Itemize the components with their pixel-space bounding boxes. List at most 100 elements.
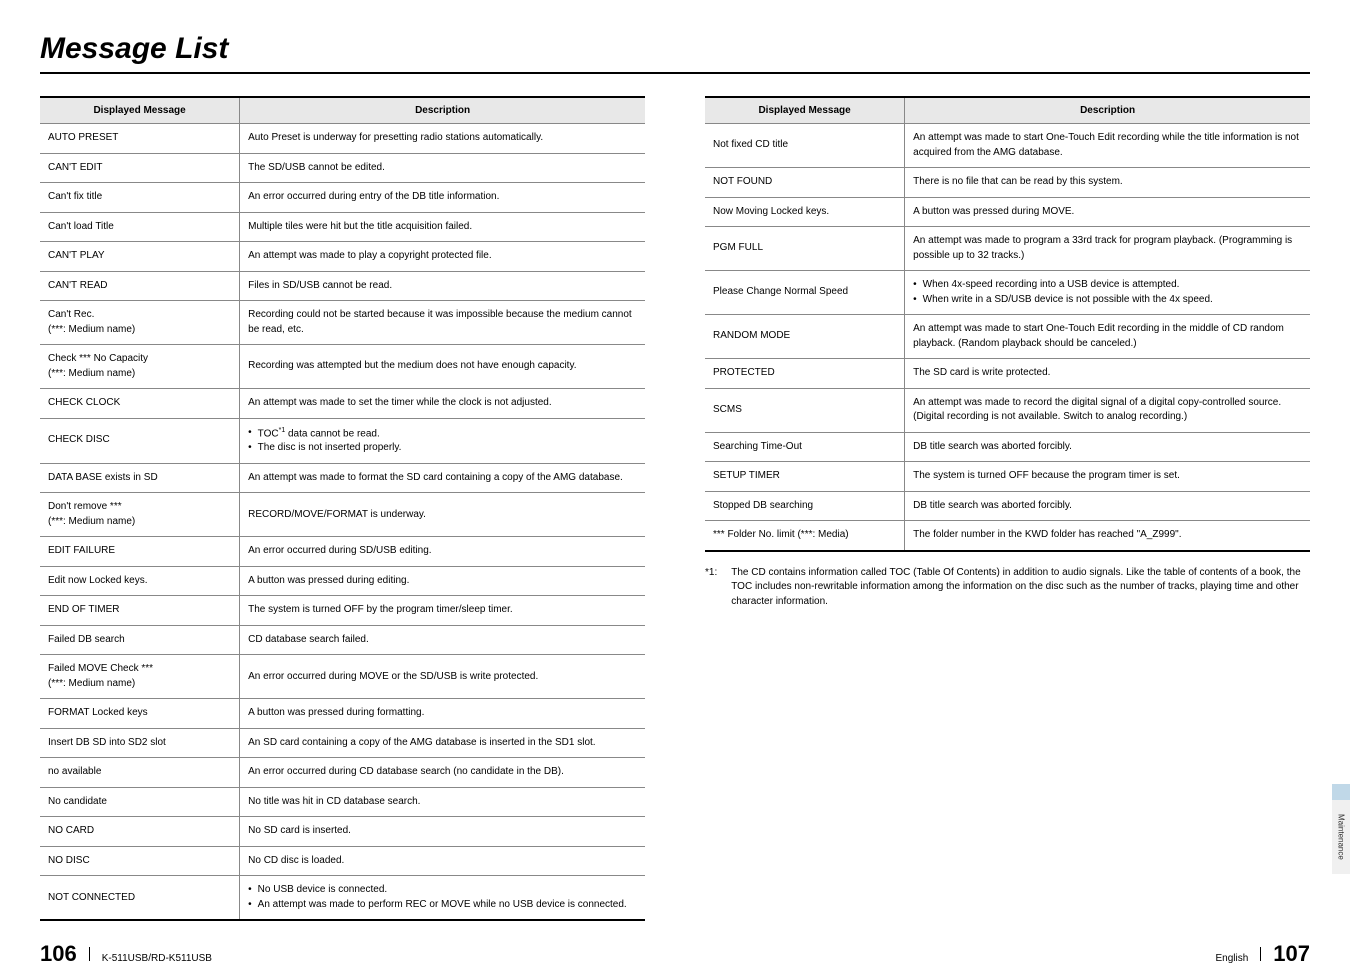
table-row: SETUP TIMERThe system is turned OFF beca… — [705, 462, 1310, 492]
table-row: AUTO PRESETAuto Preset is underway for p… — [40, 124, 645, 154]
col-header-message: Displayed Message — [705, 97, 905, 124]
footnote-text: The CD contains information called TOC (… — [731, 566, 1310, 610]
table-row: EDIT FAILUREAn error occurred during SD/… — [40, 537, 645, 567]
description-cell: An error occurred during SD/USB editing. — [240, 537, 645, 567]
table-row: Please Change Normal SpeedWhen 4x-speed … — [705, 271, 1310, 315]
message-cell: CHECK CLOCK — [40, 389, 240, 419]
description-cell: An attempt was made to set the timer whi… — [240, 389, 645, 419]
message-cell: Not fixed CD title — [705, 124, 905, 168]
description-cell: Files in SD/USB cannot be read. — [240, 271, 645, 301]
message-cell: NO CARD — [40, 817, 240, 847]
description-cell: DB title search was aborted forcibly. — [905, 432, 1310, 462]
description-cell: A button was pressed during formatting. — [240, 699, 645, 729]
table-row: SCMSAn attempt was made to record the di… — [705, 388, 1310, 432]
description-cell: When 4x-speed recording into a USB devic… — [905, 271, 1310, 315]
table-row: Can't load TitleMultiple tiles were hit … — [40, 212, 645, 242]
message-cell: FORMAT Locked keys — [40, 699, 240, 729]
table-row: Can't Rec.(***: Medium name)Recording co… — [40, 301, 645, 345]
description-cell: There is no file that can be read by thi… — [905, 168, 1310, 198]
description-cell: The system is turned OFF by the program … — [240, 596, 645, 626]
description-cell: An attempt was made to start One-Touch E… — [905, 124, 1310, 168]
table-row: Don't remove ***(***: Medium name)RECORD… — [40, 493, 645, 537]
table-row: CAN'T EDITThe SD/USB cannot be edited. — [40, 153, 645, 183]
description-cell: An SD card containing a copy of the AMG … — [240, 728, 645, 758]
description-cell: An attempt was made to record the digita… — [905, 388, 1310, 432]
table-row: Failed DB searchCD database search faile… — [40, 625, 645, 655]
description-cell: Auto Preset is underway for presetting r… — [240, 124, 645, 154]
right-column: Displayed Message Description Not fixed … — [705, 96, 1310, 921]
table-row: PROTECTEDThe SD card is write protected. — [705, 359, 1310, 389]
table-row: Now Moving Locked keys.A button was pres… — [705, 197, 1310, 227]
language-label: English — [1215, 953, 1248, 964]
message-cell: No candidate — [40, 787, 240, 817]
table-row: NO DISCNo CD disc is loaded. — [40, 846, 645, 876]
table-row: *** Folder No. limit (***: Media)The fol… — [705, 521, 1310, 551]
table-row: No candidateNo title was hit in CD datab… — [40, 787, 645, 817]
message-cell: Can't Rec.(***: Medium name) — [40, 301, 240, 345]
message-cell: PROTECTED — [705, 359, 905, 389]
description-cell: RECORD/MOVE/FORMAT is underway. — [240, 493, 645, 537]
description-cell: Recording was attempted but the medium d… — [240, 345, 645, 389]
table-row: Failed MOVE Check ***(***: Medium name)A… — [40, 655, 645, 699]
col-header-description: Description — [905, 97, 1310, 124]
table-row: CAN'T READFiles in SD/USB cannot be read… — [40, 271, 645, 301]
table-row: CHECK CLOCKAn attempt was made to set th… — [40, 389, 645, 419]
description-cell: An attempt was made to program a 33rd tr… — [905, 227, 1310, 271]
message-cell: RANDOM MODE — [705, 315, 905, 359]
message-cell: Stopped DB searching — [705, 491, 905, 521]
table-row: Edit now Locked keys.A button was presse… — [40, 566, 645, 596]
table-row: Stopped DB searchingDB title search was … — [705, 491, 1310, 521]
message-cell: Check *** No Capacity(***: Medium name) — [40, 345, 240, 389]
table-row: Can't fix titleAn error occurred during … — [40, 183, 645, 213]
description-cell: No CD disc is loaded. — [240, 846, 645, 876]
table-row: Searching Time-OutDB title search was ab… — [705, 432, 1310, 462]
page-number-left: 106 — [40, 941, 77, 967]
description-cell: The folder number in the KWD folder has … — [905, 521, 1310, 551]
message-cell: EDIT FAILURE — [40, 537, 240, 567]
message-cell: Now Moving Locked keys. — [705, 197, 905, 227]
message-cell: CHECK DISC — [40, 418, 240, 463]
message-cell: *** Folder No. limit (***: Media) — [705, 521, 905, 551]
description-cell: Multiple tiles were hit but the title ac… — [240, 212, 645, 242]
description-cell: No USB device is connected.An attempt wa… — [240, 876, 645, 921]
page-number-right: 107 — [1273, 941, 1310, 967]
description-cell: An error occurred during MOVE or the SD/… — [240, 655, 645, 699]
message-cell: Can't load Title — [40, 212, 240, 242]
col-header-message: Displayed Message — [40, 97, 240, 124]
table-row: Check *** No Capacity(***: Medium name)R… — [40, 345, 645, 389]
table-row: CAN'T PLAYAn attempt was made to play a … — [40, 242, 645, 272]
description-cell: The SD card is write protected. — [905, 359, 1310, 389]
table-row: NOT CONNECTEDNo USB device is connected.… — [40, 876, 645, 921]
description-cell: An attempt was made to play a copyright … — [240, 242, 645, 272]
description-cell: CD database search failed. — [240, 625, 645, 655]
message-cell: Edit now Locked keys. — [40, 566, 240, 596]
message-cell: SETUP TIMER — [705, 462, 905, 492]
table-row: END OF TIMERThe system is turned OFF by … — [40, 596, 645, 626]
description-cell: Recording could not be started because i… — [240, 301, 645, 345]
description-cell: TOC*1 data cannot be read.The disc is no… — [240, 418, 645, 463]
table-row: Insert DB SD into SD2 slotAn SD card con… — [40, 728, 645, 758]
table-row: NO CARDNo SD card is inserted. — [40, 817, 645, 847]
model-label: K-511USB/RD-K511USB — [102, 953, 212, 964]
message-table-right: Displayed Message Description Not fixed … — [705, 96, 1310, 552]
message-cell: SCMS — [705, 388, 905, 432]
message-cell: NO DISC — [40, 846, 240, 876]
message-cell: Please Change Normal Speed — [705, 271, 905, 315]
message-cell: Can't fix title — [40, 183, 240, 213]
page-title: Message List — [40, 32, 1310, 74]
message-cell: NOT FOUND — [705, 168, 905, 198]
message-cell: Insert DB SD into SD2 slot — [40, 728, 240, 758]
description-cell: A button was pressed during editing. — [240, 566, 645, 596]
message-cell: Don't remove ***(***: Medium name) — [40, 493, 240, 537]
message-cell: CAN'T READ — [40, 271, 240, 301]
description-cell: DB title search was aborted forcibly. — [905, 491, 1310, 521]
table-row: NOT FOUNDThere is no file that can be re… — [705, 168, 1310, 198]
message-table-left: Displayed Message Description AUTO PRESE… — [40, 96, 645, 921]
table-row: RANDOM MODEAn attempt was made to start … — [705, 315, 1310, 359]
message-cell: NOT CONNECTED — [40, 876, 240, 921]
side-tab-label: Maintenance — [1337, 814, 1346, 860]
table-row: Not fixed CD titleAn attempt was made to… — [705, 124, 1310, 168]
table-row: no availableAn error occurred during CD … — [40, 758, 645, 788]
message-cell: AUTO PRESET — [40, 124, 240, 154]
left-column: Displayed Message Description AUTO PRESE… — [40, 96, 645, 921]
